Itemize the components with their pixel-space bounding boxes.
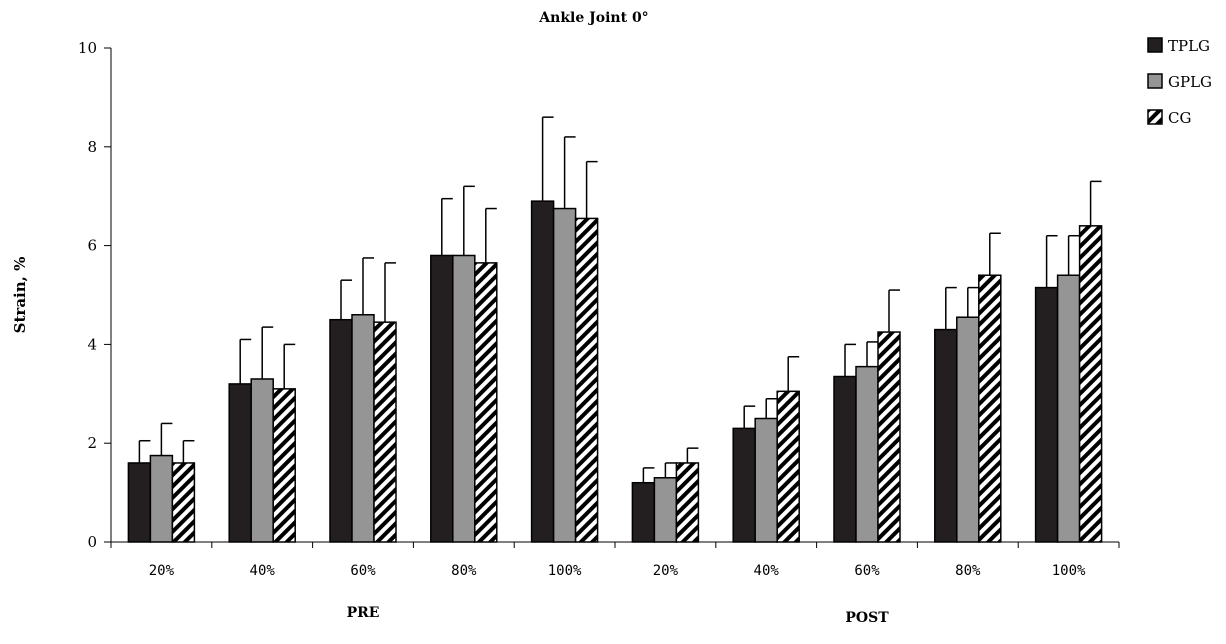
bar-gplg <box>1056 274 1081 543</box>
x-tick-label: 80% <box>955 563 981 579</box>
bar-gplg <box>855 365 879 543</box>
bar-gplg <box>452 254 476 543</box>
x-tick-label: 40% <box>250 563 276 579</box>
legend-label-tplg: TPLG <box>1168 37 1210 55</box>
group-labels: PRE POST <box>347 605 890 626</box>
legend: TPLG GPLG CG <box>1147 37 1212 127</box>
bar-tplg <box>127 462 152 543</box>
bar-gplg <box>351 314 375 543</box>
x-axis-ticks: 20% 40% 60% 80% 100% 20% 40% 60% 80% 100% <box>110 542 1120 579</box>
bar-tplg <box>732 427 756 543</box>
y-tick-label: 0 <box>87 533 97 551</box>
x-tick-label: 100% <box>548 563 582 579</box>
x-tick-label: 40% <box>754 563 780 579</box>
group-label-pre: PRE <box>347 605 380 621</box>
bar-gplg <box>250 378 274 543</box>
bar-cg <box>978 274 1002 543</box>
bar-gplg <box>754 417 778 543</box>
y-tick-label: 6 <box>87 237 97 255</box>
chart-title: Ankle Joint 0° <box>538 10 648 26</box>
bar-cg <box>877 331 901 543</box>
bar-cg <box>776 390 800 543</box>
x-tick-label: 20% <box>653 563 679 579</box>
bar-cg <box>1078 225 1103 543</box>
y-axis-ticks: 0 2 4 6 8 10 <box>78 39 111 551</box>
x-tick-label: 100% <box>1052 563 1086 579</box>
bar-cg <box>272 388 296 543</box>
bar-gplg <box>149 454 174 543</box>
bar-cg <box>675 462 700 543</box>
bar-tplg <box>329 318 353 543</box>
x-tick-label: 20% <box>149 563 175 579</box>
y-axis-label: Strain, % <box>11 257 29 334</box>
bar-tplg <box>430 254 454 543</box>
group-label-post: POST <box>845 610 889 626</box>
legend-swatch-gplg <box>1147 73 1163 89</box>
x-tick-label: 60% <box>350 563 376 579</box>
bar-tplg <box>631 481 656 543</box>
x-tick-label: 80% <box>451 563 477 579</box>
bar-cg <box>171 462 196 543</box>
legend-label-cg: CG <box>1168 109 1191 127</box>
bar-gplg <box>552 207 577 543</box>
y-tick-label: 10 <box>78 39 97 57</box>
legend-swatch-cg <box>1147 109 1163 125</box>
bar-tplg <box>228 383 252 543</box>
bar-tplg <box>833 375 857 543</box>
bar-tplg <box>1034 286 1059 543</box>
legend-label-gplg: GPLG <box>1168 73 1212 91</box>
bars <box>127 116 1103 543</box>
y-tick-label: 8 <box>87 138 97 156</box>
legend-swatch-tplg <box>1147 37 1163 53</box>
bar-cg <box>474 262 498 543</box>
bar-tplg <box>934 328 958 543</box>
x-tick-label: 60% <box>854 563 880 579</box>
bar-tplg <box>530 200 555 543</box>
bar-cg <box>574 217 599 543</box>
bar-gplg <box>653 477 678 543</box>
y-tick-label: 4 <box>87 335 97 353</box>
y-tick-label: 2 <box>87 434 97 452</box>
bar-gplg <box>956 316 980 543</box>
bar-cg <box>373 321 397 543</box>
